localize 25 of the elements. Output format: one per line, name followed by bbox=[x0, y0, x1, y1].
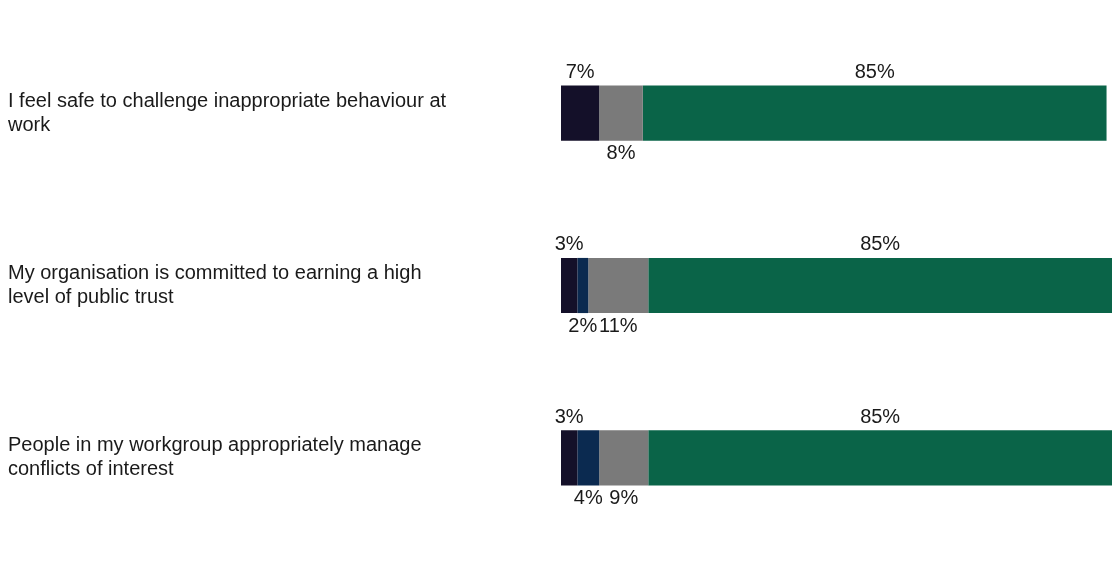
bar bbox=[588, 257, 649, 314]
y-tick-label: I feel safe to challenge inappropriate behaviour at work bbox=[7, 88, 447, 135]
bar bbox=[599, 430, 649, 486]
bar bbox=[648, 430, 1112, 486]
data-label: 11% bbox=[599, 313, 638, 336]
bar bbox=[642, 85, 1107, 141]
data-label: 85% bbox=[860, 404, 901, 427]
data-label: 9% bbox=[609, 485, 639, 508]
data-label: 3% bbox=[554, 404, 584, 427]
bar bbox=[577, 257, 589, 314]
data-label: 85% bbox=[860, 232, 901, 255]
y-tick-label: My organisation is committed to earning a high level of public trust bbox=[8, 261, 422, 308]
data-label: 4% bbox=[573, 485, 603, 508]
data-label: 2% bbox=[568, 313, 598, 336]
bar bbox=[561, 85, 600, 141]
data-label: 85% bbox=[854, 60, 895, 83]
data-label: 7% bbox=[565, 60, 595, 83]
y-tick-label: People in my workgroup appropriately manage conflicts of interest bbox=[8, 433, 422, 480]
data-label: 3% bbox=[554, 232, 584, 255]
bar bbox=[561, 257, 578, 314]
bar bbox=[599, 85, 643, 141]
bar bbox=[577, 430, 600, 486]
data-label: 8% bbox=[606, 141, 636, 164]
bar bbox=[648, 257, 1112, 314]
bar bbox=[561, 430, 578, 486]
